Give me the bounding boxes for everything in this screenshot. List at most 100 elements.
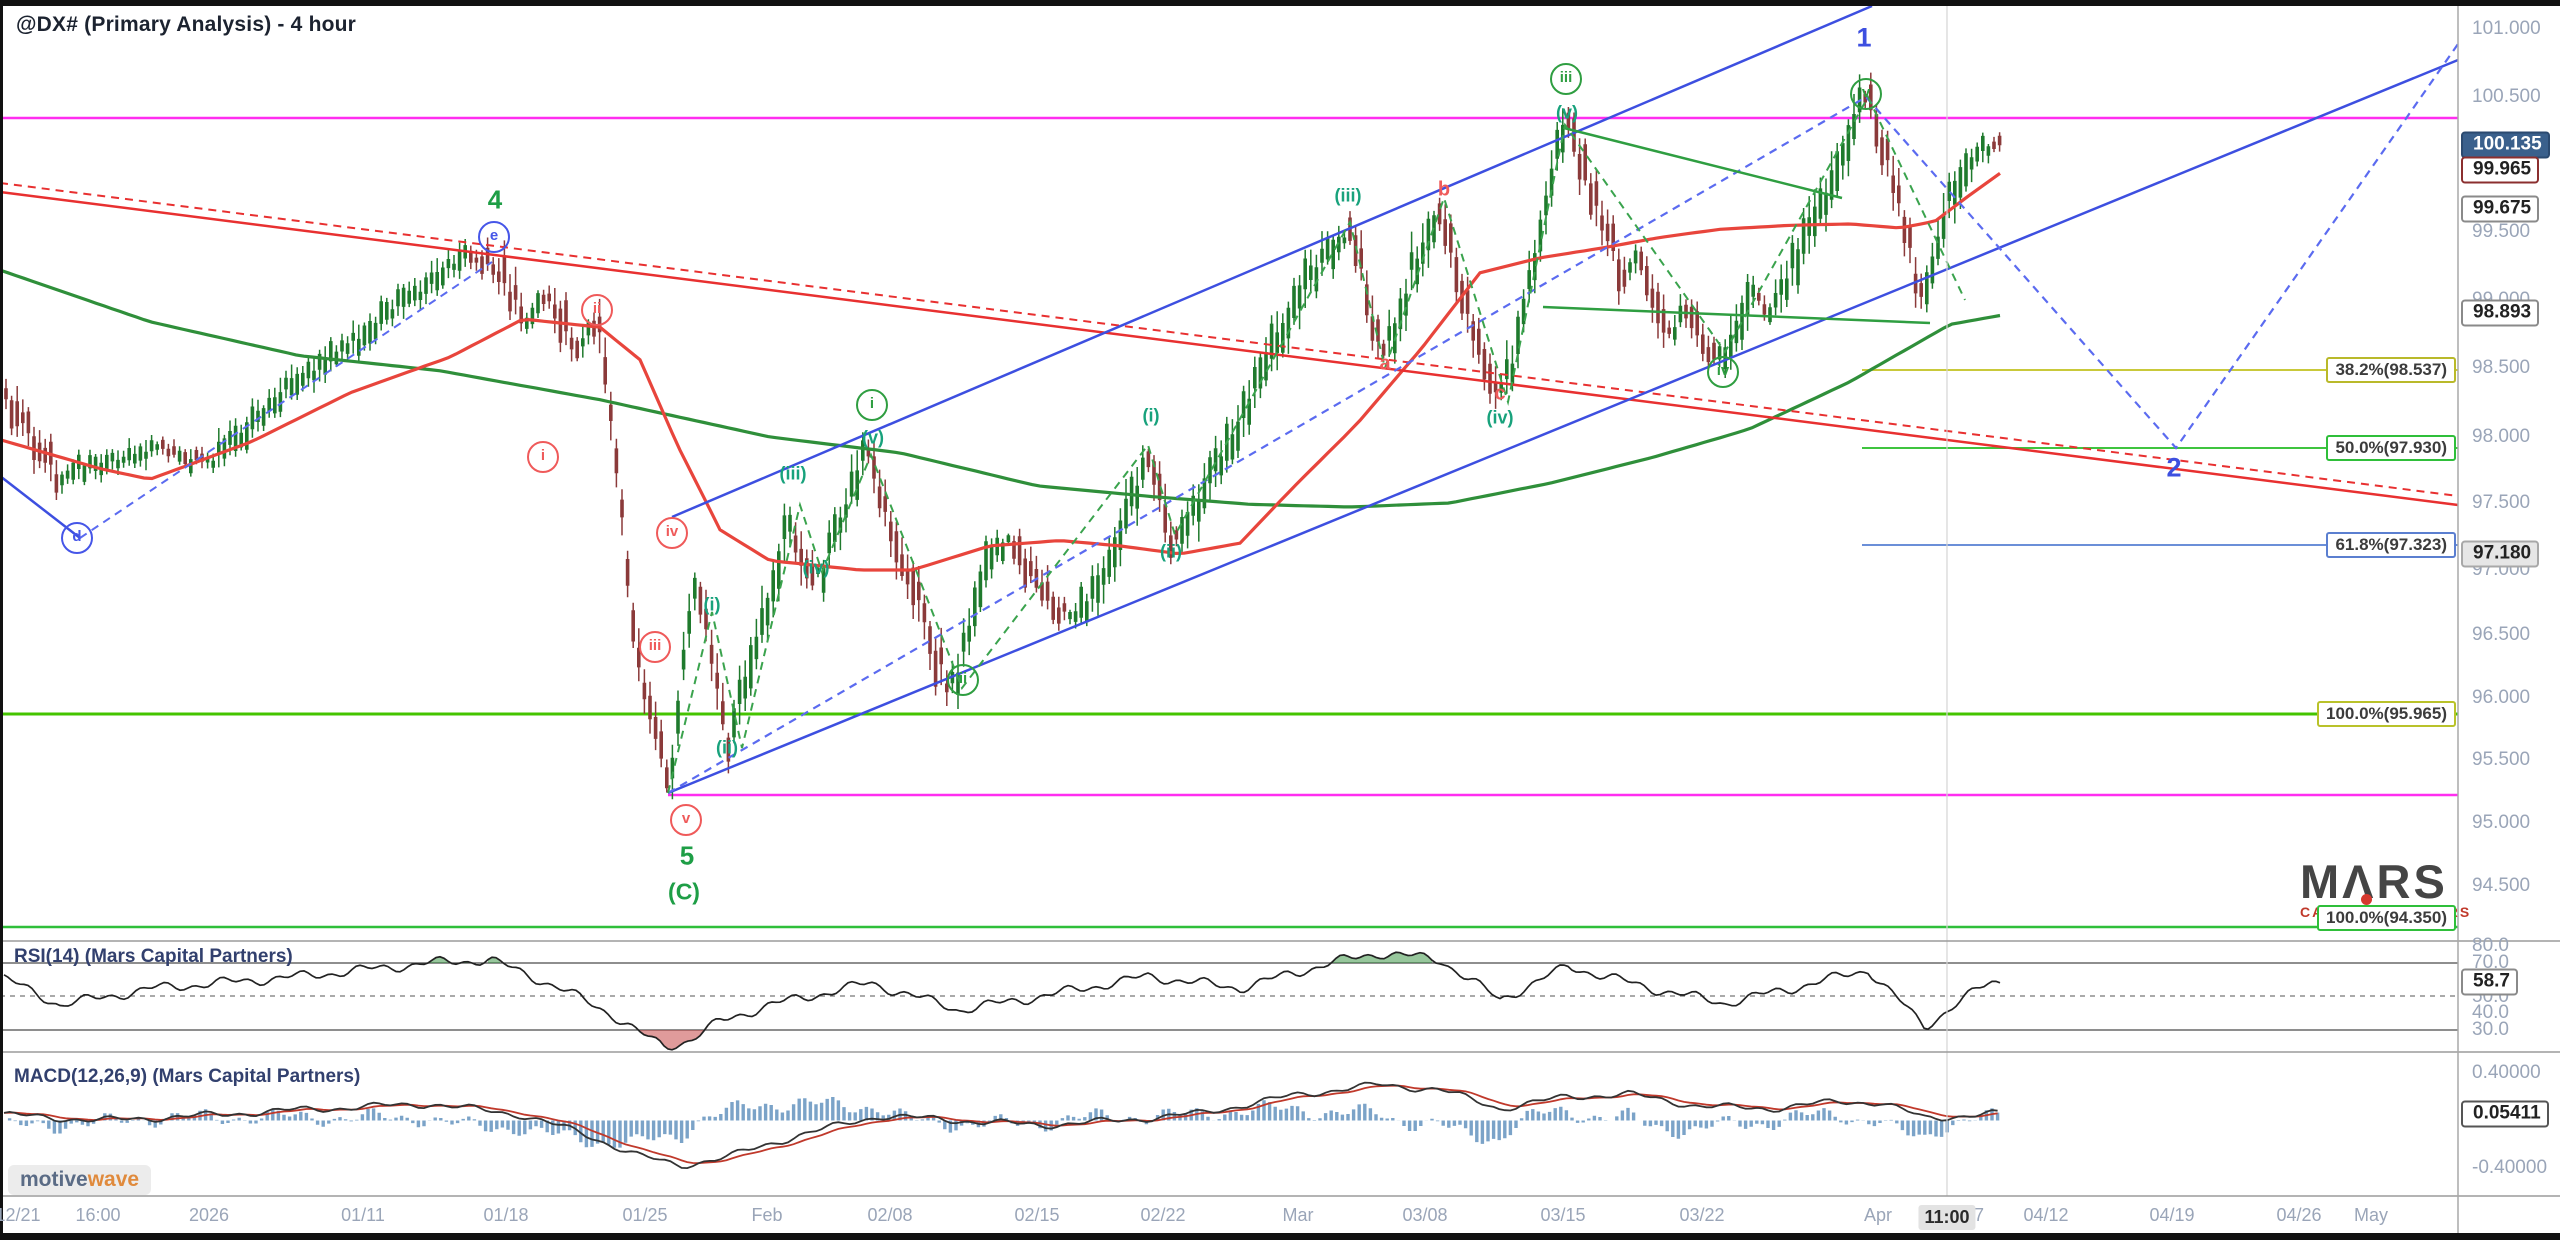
time-axis-tick[interactable]: Mar — [1282, 1205, 1314, 1225]
wave-label-iv[interactable]: iv — [656, 517, 688, 549]
price-axis-tick[interactable]: 101.000 — [2472, 18, 2541, 39]
fib-level-label[interactable]: 50.0%(97.930) — [2326, 435, 2456, 461]
wave-label-4[interactable]: 4 — [487, 184, 503, 215]
wave-label-(v)[interactable]: (v) — [1556, 102, 1578, 123]
wave-label-2[interactable]: 2 — [2166, 452, 2182, 483]
red-resistance-dashed[interactable] — [0, 182, 2459, 497]
price-axis-tick[interactable]: 98.000 — [2472, 426, 2531, 447]
time-axis-tick[interactable]: Feb — [751, 1205, 783, 1225]
wave-label-v[interactable]: v — [1850, 78, 1882, 110]
rsi-axis-tick[interactable]: 30.0 — [2472, 1019, 2509, 1040]
time-axis-tick[interactable]: Apr — [1863, 1205, 1893, 1225]
rsi-axis-tick[interactable]: 70.0 — [2472, 952, 2509, 973]
time-axis-tick[interactable]: 04/26 — [2276, 1205, 2322, 1225]
macd-value-badge: 0.05411 — [2461, 1100, 2549, 1128]
current-time-badge: 11:00 — [1918, 1205, 1976, 1230]
wave-label-5[interactable]: 5 — [679, 840, 695, 871]
wave-label-a[interactable]: a — [1379, 352, 1391, 375]
time-axis-tick[interactable]: 03/22 — [1679, 1205, 1725, 1225]
green-trend-segment-2[interactable] — [1542, 305, 1931, 325]
time-axis-tick[interactable]: 01/18 — [483, 1205, 529, 1225]
green-trend-segment-1[interactable] — [1563, 126, 1843, 200]
wave-label-e[interactable]: e — [478, 221, 510, 253]
macd-line[interactable] — [3, 1081, 1998, 1170]
rsi-indicator-label[interactable]: RSI(14) (Mars Capital Partners) — [14, 946, 293, 967]
green-wave-path-dashed[interactable] — [667, 94, 1966, 794]
time-axis-tick[interactable]: 04/12 — [2023, 1205, 2069, 1225]
red-moving-average[interactable] — [0, 172, 2001, 572]
time-axis-tick[interactable]: 03/08 — [1402, 1205, 1448, 1225]
wave-label-(iii)[interactable]: (iii) — [779, 463, 807, 484]
wave-label-(i)[interactable]: (i) — [703, 594, 721, 615]
price-axis-tick[interactable]: 95.000 — [2472, 812, 2531, 833]
wave-label-(i)[interactable]: (i) — [1142, 405, 1160, 426]
wave-label-v[interactable]: v — [670, 804, 702, 836]
price-axis-tick[interactable]: 98.500 — [2472, 357, 2531, 378]
time-axis-tick[interactable]: 12/21 — [0, 1205, 41, 1225]
time-axis-tick[interactable]: 02/15 — [1014, 1205, 1060, 1225]
wave-label-1[interactable]: 1 — [1856, 22, 1872, 53]
price-axis-tick[interactable]: 96.000 — [2472, 687, 2531, 708]
wave-label-(ii)[interactable]: (ii) — [1160, 541, 1182, 562]
time-axis-tick[interactable]: 04/19 — [2149, 1205, 2195, 1225]
fib-level-label[interactable]: 100.0%(94.350) — [2317, 905, 2456, 931]
blue-channel-lower[interactable] — [667, 58, 2459, 795]
time-axis-tick[interactable]: 03/15 — [1540, 1205, 1586, 1225]
price-badge-99.675: 99.675 — [2461, 195, 2540, 223]
time-axis-tick[interactable]: 01/25 — [622, 1205, 668, 1225]
blue-channel-upper[interactable] — [671, 4, 1873, 519]
red-resistance-solid[interactable] — [0, 190, 2459, 507]
wave-label-(iii)[interactable]: (iii) — [1334, 185, 1362, 206]
wave-label-(iv)[interactable]: (iv) — [802, 557, 830, 578]
price-badge-100.135: 100.135 — [2461, 131, 2550, 159]
macd-axis-tick[interactable]: 0.40000 — [2472, 1061, 2541, 1083]
wave-label-(v)[interactable]: (v) — [862, 427, 884, 448]
price-axis-tick[interactable]: 99.500 — [2472, 221, 2531, 242]
price-axis-tick[interactable]: 100.500 — [2472, 86, 2541, 107]
fib-level-label[interactable]: 61.8%(97.323) — [2326, 532, 2456, 558]
price-axis-tick[interactable]: 95.500 — [2472, 749, 2531, 770]
green-moving-average[interactable] — [0, 268, 2001, 509]
wave-label-iii[interactable]: iii — [639, 631, 671, 663]
time-axis-tick[interactable]: 16:00 — [75, 1205, 121, 1225]
chart-title: @DX# (Primary Analysis) - 4 hour — [16, 13, 357, 36]
wave-label-b[interactable]: b — [1437, 178, 1451, 201]
wave-label-(C)[interactable]: (C) — [668, 878, 700, 905]
wave-label-d[interactable]: d — [61, 522, 93, 554]
candles-up-wicks — [61, 74, 1990, 800]
rsi-axis-tick[interactable]: 40.0 — [2472, 1002, 2509, 1024]
motivewave-watermark: motivewave — [8, 1165, 152, 1195]
macd-axis-tick[interactable]: -0.40000 — [2472, 1157, 2548, 1179]
blue-d-e-dashed[interactable] — [79, 261, 493, 539]
price-axis-tick[interactable]: 97.500 — [2472, 492, 2531, 513]
fib-level-label[interactable]: 38.2%(98.537) — [2326, 357, 2456, 383]
wave-label-ii[interactable]: ii — [947, 664, 979, 696]
time-axis-tick[interactable]: 7 — [1973, 1205, 1985, 1225]
price-axis-tick[interactable]: 96.500 — [2472, 624, 2531, 645]
wave-label-i[interactable]: i — [856, 389, 888, 421]
wave-label-c[interactable]: c — [1494, 382, 1506, 405]
time-axis-tick[interactable]: 2026 — [188, 1205, 230, 1225]
mars-capital-logo: MΛRS — [2300, 855, 2448, 908]
fib-level-label[interactable]: 100.0%(95.965) — [2317, 701, 2456, 727]
rsi-axis-tick[interactable]: 80.0 — [2472, 935, 2509, 957]
time-axis-tick[interactable]: May — [2353, 1205, 2389, 1225]
time-axis-tick[interactable]: 02/22 — [1140, 1205, 1186, 1225]
time-axis-tick[interactable]: 01/11 — [341, 1205, 385, 1225]
wave-label-(ii)[interactable]: (ii) — [716, 737, 738, 758]
wave-label-iv[interactable]: iv — [1707, 356, 1739, 388]
wave-label-ii[interactable]: ii — [581, 294, 613, 326]
wave-label-iii[interactable]: iii — [1550, 63, 1582, 95]
blue-projection-dashed[interactable] — [667, 43, 2459, 794]
macd-indicator-label[interactable]: MACD(12,26,9) (Mars Capital Partners) — [14, 1066, 361, 1087]
time-axis-tick[interactable]: 02/08 — [867, 1205, 913, 1225]
wave-label-i[interactable]: i — [527, 441, 559, 473]
macd-signal-line[interactable] — [3, 1084, 1998, 1165]
price-axis-tick[interactable]: 94.500 — [2472, 875, 2531, 896]
rsi-oversold-shade — [640, 1030, 704, 1050]
candles-down-wicks — [5, 72, 2001, 793]
rsi-line[interactable] — [3, 951, 2001, 1051]
wave-label-(iv)[interactable]: (iv) — [1486, 407, 1514, 428]
